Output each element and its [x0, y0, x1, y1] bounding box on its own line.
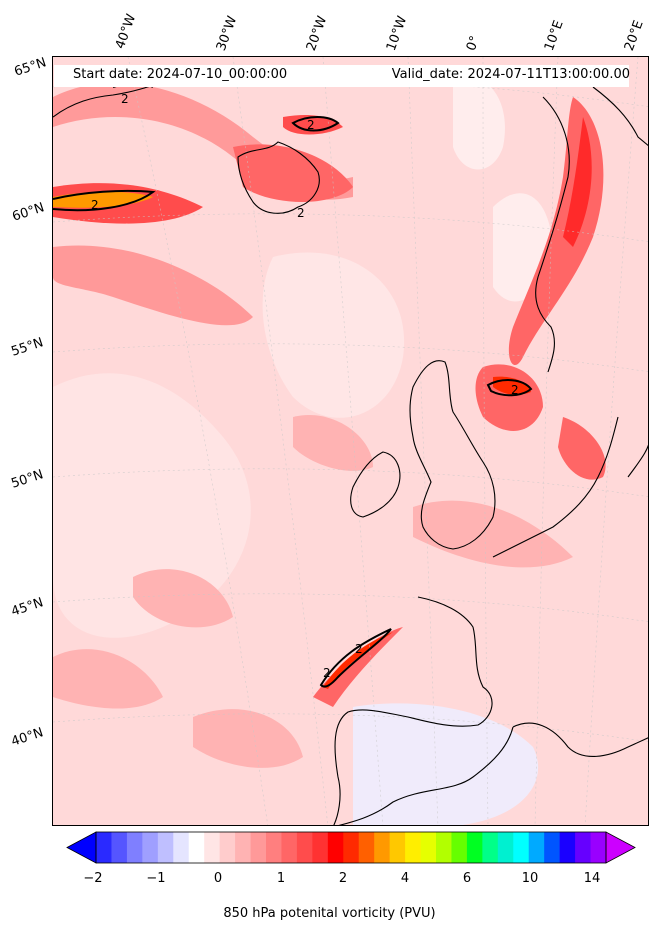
- colorbar-cell: [405, 832, 422, 863]
- colorbar-tick: 1: [276, 871, 286, 886]
- lon-label: 20°E: [621, 18, 647, 53]
- colorbar-cell: [157, 832, 174, 863]
- colorbar-cell: [513, 832, 530, 863]
- colorbar-cell: [436, 832, 452, 863]
- colorbar-cell: [296, 832, 313, 863]
- colorbar-cell: [451, 832, 468, 863]
- colorbar-cell: [173, 832, 190, 863]
- colorbar-cell: [266, 832, 282, 863]
- colorbar-cell: [327, 832, 344, 863]
- colorbar-cell: [590, 832, 607, 863]
- colorbar-tick: 14: [583, 871, 601, 886]
- colorbar-cell: [126, 832, 143, 863]
- colorbar-right-arrow: [605, 831, 636, 864]
- colorbar: [66, 831, 636, 864]
- lat-label: 60°N: [10, 200, 47, 225]
- colorbar-cells: [96, 832, 607, 863]
- colorbar-cell: [343, 832, 360, 863]
- graticule: [53, 57, 648, 825]
- valid-date: Valid_date: 2024-07-11T13:00:00.00: [391, 67, 630, 82]
- colorbar-tick: 0: [213, 871, 223, 886]
- lon-label: 40°W: [112, 12, 140, 51]
- potential-vorticity-map: 2 2 2 2 2 2 2: [53, 57, 648, 825]
- contour-label: 2: [355, 642, 363, 656]
- colorbar-title: 850 hPa potenital vorticity (PVU): [223, 906, 436, 921]
- colorbar-cell: [358, 832, 375, 863]
- lon-label: 20°W: [303, 14, 331, 53]
- lat-label: 50°N: [9, 467, 46, 492]
- colorbar-cell: [188, 832, 205, 863]
- colorbar-cell: [389, 832, 406, 863]
- colorbar-left-arrow: [66, 831, 97, 864]
- lat-label: 40°N: [9, 725, 46, 750]
- colorbar-cell: [497, 832, 514, 863]
- colorbar-cell: [420, 832, 437, 863]
- contour-label: 2: [121, 92, 129, 106]
- colorbar-cell: [374, 832, 391, 863]
- contour-label: 2: [511, 383, 519, 397]
- colorbar-cell: [482, 832, 499, 863]
- pv-low-patches: [53, 75, 553, 825]
- lon-label: 30°W: [213, 14, 241, 53]
- start-date: Start date: 2024-07-10_00:00:00: [73, 67, 288, 82]
- colorbar-cell: [544, 832, 561, 863]
- contour-label: 2: [323, 666, 331, 680]
- contour-label: 2: [91, 198, 99, 212]
- colorbar-tick: −2: [83, 871, 103, 886]
- colorbar-cell: [250, 832, 267, 863]
- lon-label: 0°: [463, 33, 484, 53]
- colorbar-cell: [235, 832, 252, 863]
- colorbar-tick: 10: [521, 871, 539, 886]
- colorbar-cell: [204, 832, 221, 863]
- colorbar-tick: 4: [400, 871, 410, 886]
- colorbar-cell: [528, 832, 545, 863]
- contour-labels: 2 2 2 2 2 2 2: [91, 92, 519, 680]
- colorbar-cell: [575, 832, 592, 863]
- colorbar-cell: [559, 832, 576, 863]
- contour-label: 2: [297, 206, 305, 220]
- contour-label: 2: [307, 118, 315, 132]
- lon-label: 10°E: [541, 18, 567, 53]
- colorbar-cell: [312, 832, 329, 863]
- lon-label: 10°W: [383, 14, 411, 53]
- colorbar-cell: [96, 832, 112, 863]
- colorbar-cell: [466, 832, 483, 863]
- colorbar-tick: 6: [462, 871, 472, 886]
- colorbar-tick: 2: [338, 871, 348, 886]
- map-panel: 2 2 2 2 2 2 2 Start date: 2024-07-10_00:…: [52, 56, 649, 826]
- colorbar-cell: [111, 832, 128, 863]
- colorbar-tick: −1: [146, 871, 166, 886]
- lat-label: 65°N: [12, 55, 49, 80]
- lat-label: 55°N: [9, 335, 46, 360]
- lat-label: 45°N: [9, 595, 46, 620]
- colorbar-cell: [219, 832, 236, 863]
- colorbar-cell: [281, 832, 298, 863]
- header-strip: [54, 65, 629, 87]
- colorbar-cell: [142, 832, 159, 863]
